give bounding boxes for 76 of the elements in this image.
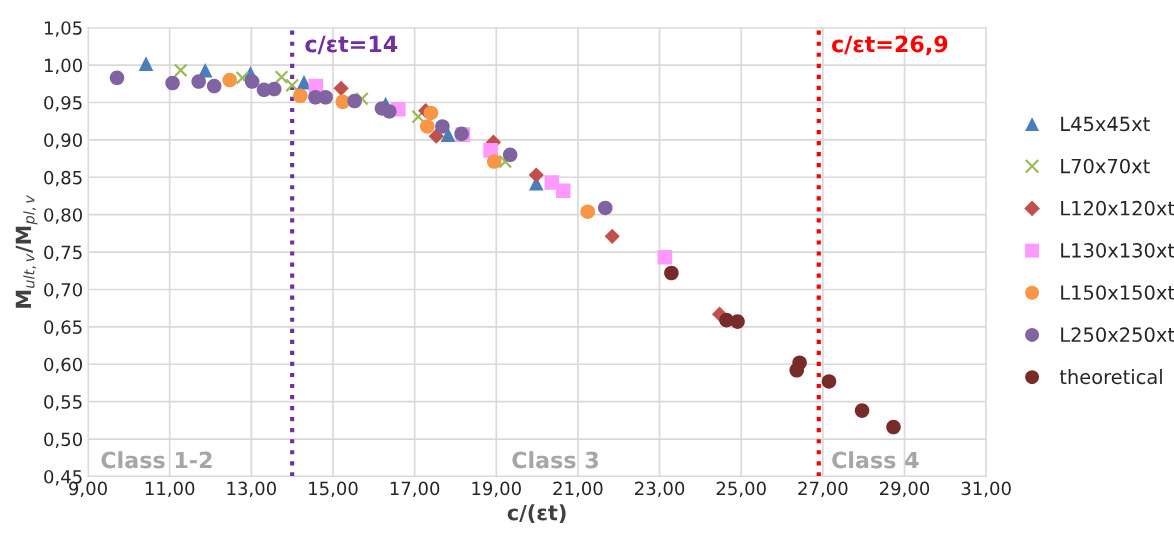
annotation: Class 3 <box>512 451 598 469</box>
x-tick-label: 31,00 <box>961 481 1011 498</box>
y-tick-label: 0,80 <box>44 208 82 224</box>
point <box>244 74 260 89</box>
annotation: Class 4 <box>832 451 919 469</box>
point <box>428 128 444 144</box>
point <box>604 228 620 244</box>
point <box>555 183 571 199</box>
point <box>165 75 180 91</box>
ref-line-label: c/εt=26,9 <box>831 35 948 56</box>
legend-label: L150x150xt <box>1061 285 1174 300</box>
x-tick-label: 21,00 <box>553 481 603 498</box>
point <box>235 70 250 85</box>
point <box>318 89 333 105</box>
point <box>274 70 289 84</box>
y-tick-label: 0,55 <box>44 395 82 411</box>
point <box>420 119 435 134</box>
ref-line-label: c/εt=14 <box>305 35 398 55</box>
y-tick-label: 1,05 <box>44 21 82 37</box>
point <box>173 63 188 78</box>
point <box>498 154 513 169</box>
point <box>598 200 613 216</box>
legend-label: L45x45xt <box>1061 116 1150 132</box>
y-tick-label: 0,85 <box>44 170 82 187</box>
point <box>854 403 870 418</box>
y-tick-label: 0,75 <box>44 245 82 262</box>
point <box>347 93 362 109</box>
x-tick-label: 27,00 <box>798 481 848 498</box>
point <box>382 104 397 119</box>
legend-label: theoretical <box>1059 369 1162 385</box>
y-tick-label: 0,50 <box>44 432 82 448</box>
point <box>285 78 300 93</box>
legend-label: L130x130xt <box>1061 243 1174 258</box>
point <box>435 119 450 134</box>
point <box>138 56 154 71</box>
y-tick-label: 1,00 <box>44 58 82 75</box>
annotation: Class 1-2 <box>101 451 212 469</box>
point <box>411 109 426 124</box>
point <box>423 105 439 121</box>
point <box>293 88 308 104</box>
y-tick-label: 0,60 <box>44 357 82 374</box>
x-tick-label: 29,00 <box>879 481 930 498</box>
point <box>355 91 369 106</box>
point <box>109 70 125 86</box>
x-tick-label: 15,00 <box>309 481 358 498</box>
x-tick-label: 23,00 <box>635 481 685 498</box>
point <box>730 314 745 329</box>
point <box>266 81 282 97</box>
point <box>657 250 673 265</box>
x-tick-label: 11,00 <box>145 481 195 498</box>
y-tick-label: 0,95 <box>44 95 82 112</box>
y-tick-label: 0,65 <box>44 320 82 336</box>
point <box>502 147 518 163</box>
legend-label: L70x70xt <box>1061 158 1150 174</box>
point <box>789 362 805 378</box>
x-tick-label: 13,00 <box>227 481 276 498</box>
x-tick-label: 25,00 <box>716 481 766 498</box>
point <box>206 78 222 94</box>
point <box>821 374 837 389</box>
y-tick-label: 0,70 <box>44 282 82 299</box>
point <box>528 167 544 183</box>
point <box>664 265 679 281</box>
legend-label: L250x250xt <box>1061 327 1174 343</box>
x-tick-label: 17,00 <box>390 481 440 498</box>
y-tick-label: 0,90 <box>44 133 82 149</box>
point <box>440 127 456 142</box>
point <box>222 72 237 88</box>
point <box>886 419 901 435</box>
point <box>333 80 349 96</box>
point <box>486 154 502 169</box>
x-axis-title: c/(εt) <box>507 504 566 523</box>
point <box>191 74 206 89</box>
x-tick-label: 19,00 <box>472 481 521 498</box>
legend-label: L120x120xt <box>1061 200 1174 216</box>
point <box>580 204 596 219</box>
y-axis-title: M$_{ult,v}$/M$_{pl,v}$ <box>15 194 38 308</box>
